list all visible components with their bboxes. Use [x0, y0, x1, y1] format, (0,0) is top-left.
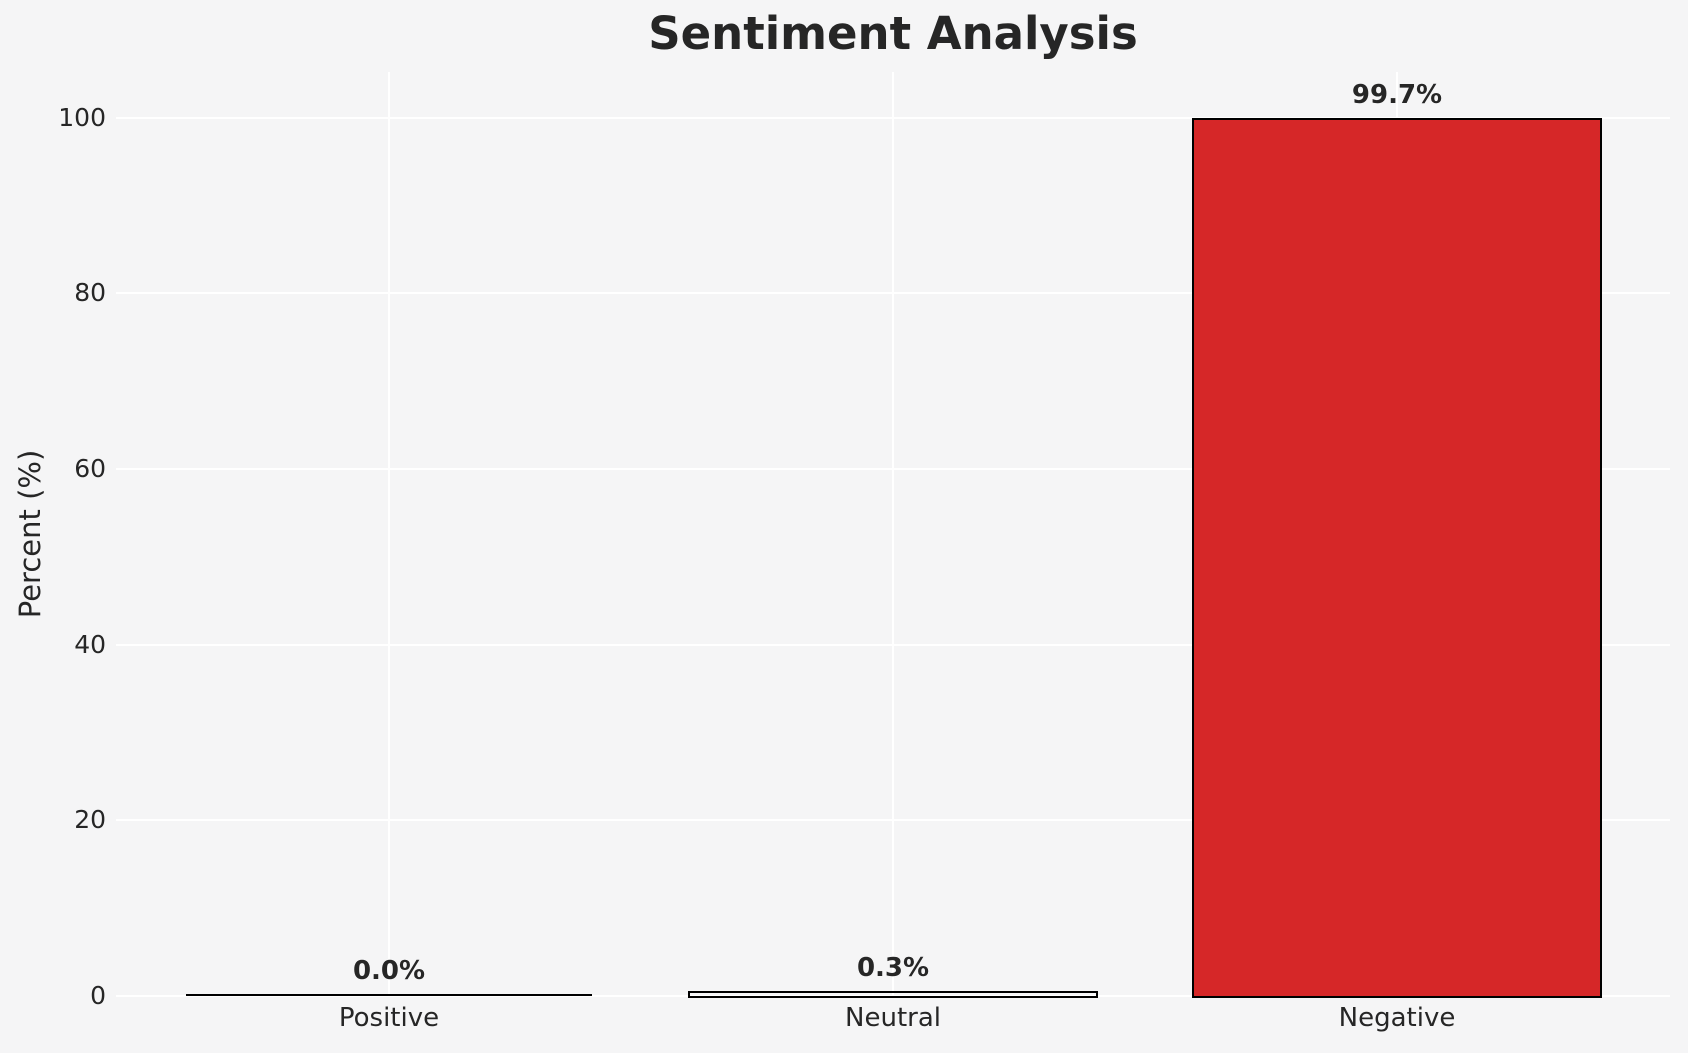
x-tick-label-positive: Positive [338, 1003, 440, 1033]
bar-positive [186, 994, 592, 996]
bar-value-label: 0.3% [856, 953, 930, 984]
gridline-vertical [892, 72, 894, 996]
y-tick-label: 20 [74, 805, 106, 835]
chart-title: Sentiment Analysis [648, 7, 1138, 60]
x-tick-label-negative: Negative [1338, 1003, 1456, 1033]
bar-value-label: 99.7% [1351, 80, 1443, 111]
y-tick-label: 60 [74, 453, 106, 483]
y-tick-label: 0 [90, 981, 106, 1010]
gridline-horizontal [116, 995, 1670, 997]
bar-value-label: 0.0% [352, 956, 426, 986]
y-tick-label: 40 [74, 629, 106, 659]
y-tick-label: 80 [74, 278, 106, 308]
y-tick-label: 100 [58, 102, 106, 132]
x-tick-label-neutral: Neutral [845, 1003, 941, 1033]
bar-negative [1192, 118, 1602, 998]
gridline-vertical [388, 72, 390, 996]
bar-neutral [688, 991, 1098, 998]
